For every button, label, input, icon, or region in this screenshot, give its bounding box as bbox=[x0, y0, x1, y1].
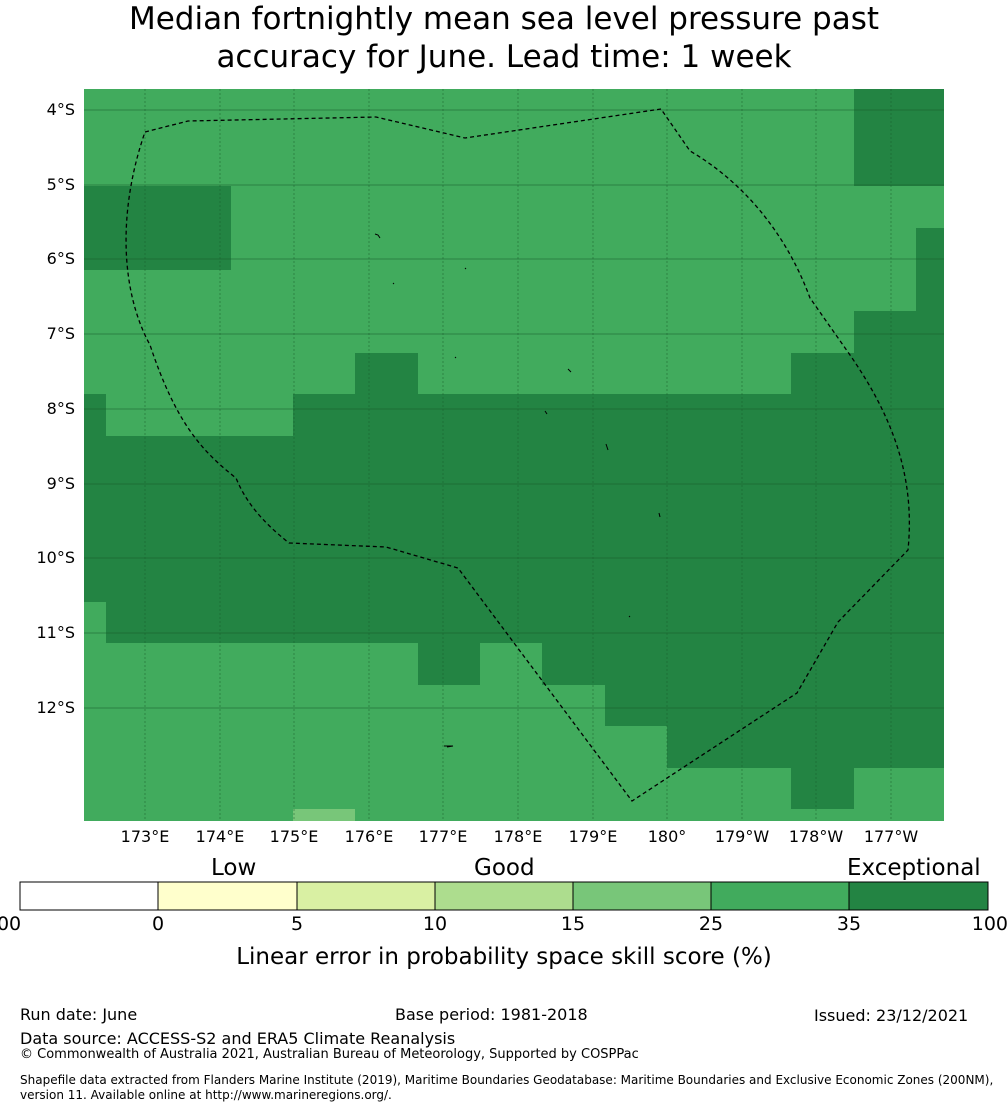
skill-cell bbox=[667, 726, 944, 768]
colorbar-group-low: Low bbox=[211, 855, 257, 881]
run-date: Run date: June bbox=[20, 1005, 138, 1024]
latitude-label: 6°S bbox=[46, 249, 75, 268]
skill-cell bbox=[418, 643, 480, 685]
longitude-label: 179°W bbox=[714, 827, 770, 846]
skill-cell bbox=[916, 228, 944, 311]
colorbar-swatch bbox=[157, 881, 298, 911]
skill-cell bbox=[605, 685, 944, 726]
colorbar-swatch bbox=[710, 881, 850, 911]
longitude-label: 177°W bbox=[863, 827, 919, 846]
eez-boundary bbox=[125, 108, 911, 802]
skill-cell bbox=[791, 768, 854, 809]
colorbar-tick-label: 0 bbox=[151, 913, 165, 935]
skill-cell bbox=[791, 353, 944, 394]
colorbar-tick-label: -100 bbox=[0, 913, 22, 935]
colorbar-tick-label: 25 bbox=[698, 913, 724, 935]
latitude-label: 4°S bbox=[46, 100, 75, 119]
copyright: © Commonwealth of Australia 2021, Austra… bbox=[20, 1047, 639, 1062]
skill-cell bbox=[106, 602, 944, 643]
skill-grid bbox=[84, 89, 944, 821]
longitude-label: 179°E bbox=[568, 827, 618, 846]
skill-cell bbox=[854, 89, 944, 186]
skill-cell bbox=[84, 186, 231, 270]
skill-cell bbox=[84, 436, 944, 602]
skill-cell bbox=[293, 809, 355, 821]
skill-cell bbox=[293, 394, 944, 436]
longitude-label: 174°E bbox=[195, 827, 245, 846]
colorbar-swatch bbox=[848, 881, 989, 911]
colorbar-tick-label: 10 bbox=[422, 913, 448, 935]
skill-cell bbox=[542, 643, 944, 685]
colorbar-group-good: Good bbox=[474, 855, 535, 881]
latitude-label: 12°S bbox=[36, 698, 75, 717]
colorbar-swatches bbox=[19, 881, 989, 911]
latitude-label: 9°S bbox=[46, 474, 75, 493]
graticule bbox=[84, 89, 944, 821]
latitude-label: 5°S bbox=[46, 175, 75, 194]
latitude-label: 8°S bbox=[46, 399, 75, 418]
colorbar bbox=[19, 881, 989, 911]
longitude-label: 173°E bbox=[120, 827, 170, 846]
colorbar-group-exceptional: Exceptional bbox=[847, 855, 981, 881]
skill-cell bbox=[854, 311, 944, 353]
skill-cell bbox=[84, 394, 106, 436]
shapefile-credit-line-1: Shapefile data extracted from Flanders M… bbox=[20, 1073, 994, 1087]
base-period: Base period: 1981-2018 bbox=[395, 1005, 588, 1024]
latitude-label: 11°S bbox=[36, 623, 75, 642]
longitude-label: 176°E bbox=[344, 827, 394, 846]
colorbar-axis-label: Linear error in probability space skill … bbox=[236, 944, 772, 970]
map-title: Median fortnightly mean sea level pressu… bbox=[0, 0, 1008, 76]
longitude-label: 177°E bbox=[418, 827, 468, 846]
longitude-label: 180° bbox=[647, 827, 687, 846]
latitude-label: 10°S bbox=[36, 548, 75, 567]
colorbar-swatch bbox=[572, 881, 712, 911]
colorbar-swatch bbox=[19, 881, 159, 911]
colorbar-tick-label: 35 bbox=[836, 913, 862, 935]
colorbar-tick-label: 15 bbox=[560, 913, 586, 935]
latitude-label: 7°S bbox=[46, 324, 75, 343]
islands bbox=[374, 233, 661, 748]
title-line-1: Median fortnightly mean sea level pressu… bbox=[128, 1, 880, 37]
longitude-label: 175°E bbox=[269, 827, 319, 846]
title-line-2: accuracy for June. Lead time: 1 week bbox=[216, 39, 792, 75]
data-source: Data source: ACCESS-S2 and ERA5 Climate … bbox=[20, 1029, 456, 1048]
issued-date: Issued: 23/12/2021 bbox=[814, 1006, 969, 1025]
longitude-label: 178°E bbox=[493, 827, 543, 846]
colorbar-tick-label: 100 bbox=[971, 913, 1008, 935]
colorbar-swatch bbox=[434, 881, 574, 911]
longitude-label: 178°W bbox=[788, 827, 844, 846]
colorbar-tick-label: 5 bbox=[290, 913, 304, 935]
skill-cell bbox=[355, 353, 418, 394]
shapefile-credit-line-2: version 11. Available online at http://w… bbox=[20, 1088, 392, 1102]
colorbar-swatch bbox=[296, 881, 436, 911]
